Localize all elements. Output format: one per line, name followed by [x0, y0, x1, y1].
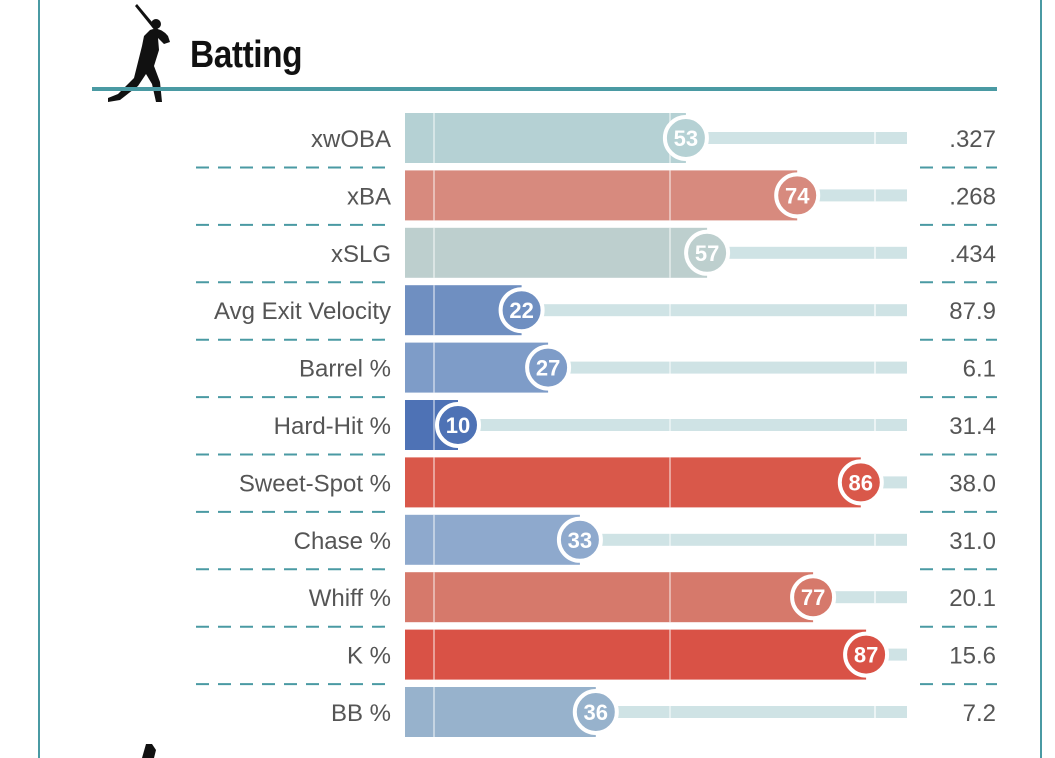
- percentile-circle: [498, 287, 545, 334]
- percentile-label: 87: [854, 643, 878, 668]
- percentile-label: 74: [785, 183, 810, 208]
- percentile-circle: [572, 689, 619, 735]
- section-title: Batting: [190, 34, 303, 76]
- metric-value: 87.9: [949, 298, 996, 325]
- metric-value: 7.2: [963, 700, 996, 727]
- title-underline: [92, 87, 997, 91]
- metric-label: xBA: [347, 183, 391, 210]
- metric-label: Sweet-Spot %: [239, 470, 391, 497]
- percentile-bar: [405, 457, 861, 508]
- card-border-left: [38, 0, 40, 758]
- metric-value: 38.0: [949, 470, 996, 497]
- percentile-circle: [843, 631, 890, 678]
- percentile-circle: [525, 344, 572, 391]
- percentile-circle: [556, 516, 603, 563]
- metric-value: 15.6: [949, 643, 996, 670]
- metric-label: Barrel %: [299, 356, 391, 383]
- percentile-label: 57: [695, 241, 719, 266]
- percentile-label: 33: [568, 528, 592, 553]
- percentile-label: 10: [446, 413, 470, 438]
- percentile-bar: [405, 342, 549, 393]
- metric-label: xSLG: [331, 241, 391, 268]
- percentile-bar: [405, 572, 814, 623]
- metric-label: Avg Exit Velocity: [214, 298, 391, 325]
- metric-label: Hard-Hit %: [274, 413, 391, 440]
- metric-value: 31.4: [949, 413, 996, 440]
- percentile-circle: [684, 229, 731, 276]
- page-margin: [1042, 0, 1055, 758]
- next-section-batter-icon: [142, 744, 156, 758]
- percentile-label: 53: [674, 126, 698, 151]
- metric-label: Chase %: [294, 528, 391, 555]
- metric-value: .434: [949, 241, 996, 268]
- percentile-circle: [837, 459, 884, 506]
- percentile-label: 77: [801, 585, 825, 610]
- percentile-label: 27: [536, 356, 560, 381]
- metric-value: .268: [949, 183, 996, 210]
- bar-track: [405, 419, 907, 431]
- percentile-circle: [662, 115, 709, 161]
- card-border-right: [1040, 0, 1042, 758]
- percentile-bar: [405, 514, 580, 565]
- percentile-bar: [405, 170, 798, 221]
- metric-label: K %: [347, 643, 391, 670]
- metric-value: 20.1: [949, 585, 996, 612]
- percentile-label: 86: [849, 470, 873, 495]
- batter-silhouette-icon: [108, 4, 170, 102]
- percentile-circle: [774, 172, 821, 219]
- percentile-bar: [405, 687, 596, 737]
- percentile-bar: [405, 629, 867, 680]
- metric-label: Whiff %: [309, 585, 391, 612]
- percentile-bar: [405, 113, 686, 163]
- metric-value: .327: [949, 126, 996, 153]
- percentile-bar: [405, 227, 708, 278]
- metric-value: 6.1: [963, 356, 996, 383]
- percentile-circle: [790, 574, 837, 621]
- percentile-circle: [435, 402, 481, 448]
- metric-label: xwOBA: [311, 126, 391, 153]
- percentile-label: 22: [509, 298, 533, 323]
- metric-value: 31.0: [949, 528, 996, 555]
- metric-label: BB %: [331, 700, 391, 727]
- percentile-label: 36: [584, 700, 608, 725]
